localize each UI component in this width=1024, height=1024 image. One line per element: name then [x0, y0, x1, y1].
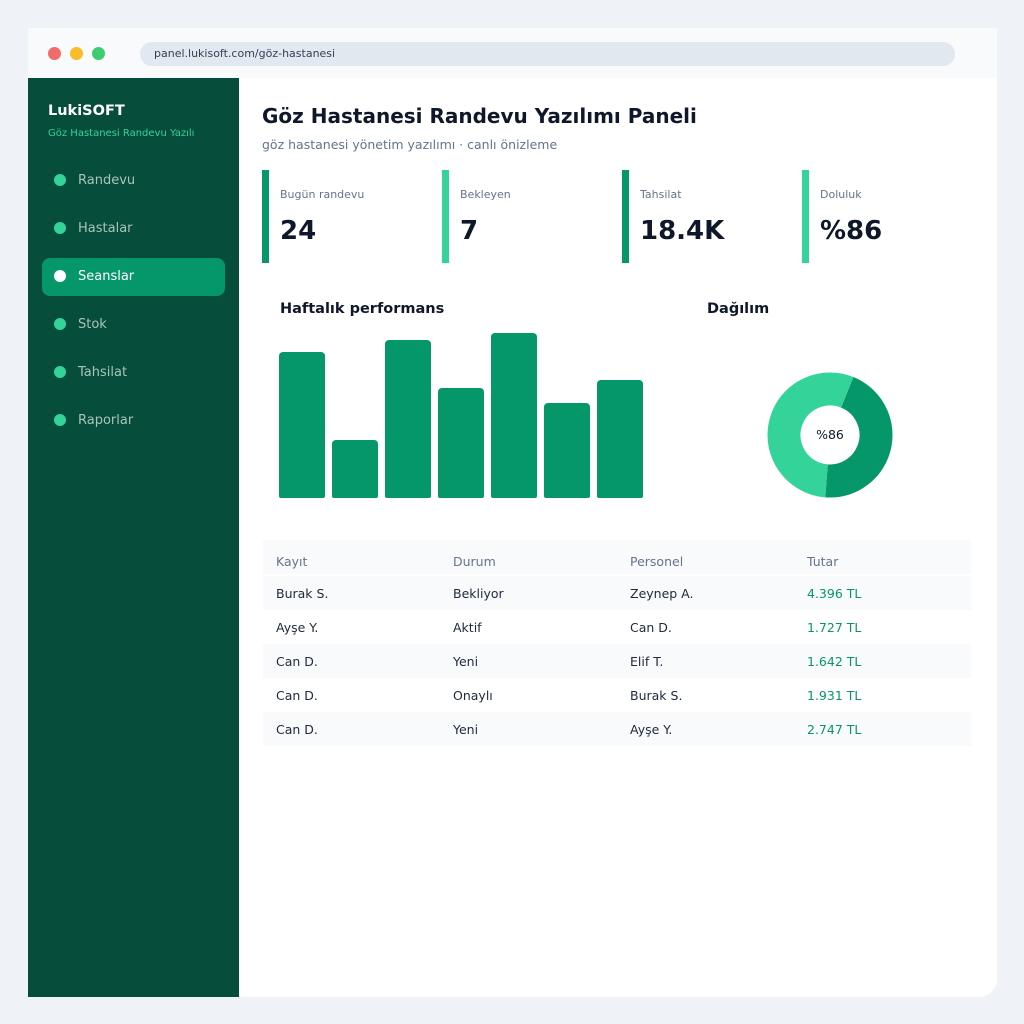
record-amount: 2.747 TL — [807, 722, 862, 737]
stat-label: Bugün randevu — [280, 188, 365, 201]
record-name: Can D. — [276, 688, 318, 703]
main-content: Göz Hastanesi Randevu Yazılımı Paneli gö… — [239, 78, 997, 997]
bar-5 — [491, 333, 537, 498]
column-header-kayit[interactable]: Kayıt — [276, 554, 308, 569]
stat-label: Bekleyen — [460, 188, 511, 201]
stat-value: %86 — [820, 216, 883, 246]
bar-4 — [438, 388, 484, 498]
stat-card-appointments: Bugün randevu 24 — [262, 170, 422, 263]
table-header: Kayıt Durum Personel Tutar — [263, 540, 971, 574]
sidebar-item-label: Stok — [78, 317, 107, 332]
sidebar-item-hastalar[interactable]: Hastalar — [42, 210, 225, 248]
stat-card-occupancy: Doluluk %86 — [802, 170, 962, 263]
sidebar-item-label: Raporlar — [78, 413, 134, 428]
record-staff: Can D. — [630, 620, 672, 635]
record-staff: Elif T. — [630, 654, 664, 669]
record-name: Burak S. — [276, 586, 329, 601]
stat-value: 18.4K — [640, 216, 725, 246]
column-header-durum[interactable]: Durum — [453, 554, 496, 569]
sidebar-item-tahsilat[interactable]: Tahsilat — [42, 354, 225, 392]
browser-titlebar: panel.lukisoft.com/göz-hastanesi — [28, 28, 997, 78]
records-table: Kayıt Durum Personel Tutar Burak S. Bekl… — [263, 540, 971, 746]
record-status: Yeni — [453, 654, 479, 669]
page-subtitle: göz hastanesi yönetim yazılımı · canlı ö… — [262, 137, 558, 152]
sidebar-item-label: Randevu — [78, 173, 136, 188]
donut-svg: %86 — [767, 372, 893, 498]
stat-label: Tahsilat — [640, 188, 682, 201]
sidebar-item-stok[interactable]: Stok — [42, 306, 225, 344]
record-status: Aktif — [453, 620, 482, 635]
record-staff: Zeynep A. — [630, 586, 694, 601]
sidebar-item-raporlar[interactable]: Raporlar — [42, 402, 225, 440]
weekly-performance-chart — [279, 333, 659, 498]
page-title: Göz Hastanesi Randevu Yazılımı Paneli — [262, 104, 697, 128]
app-window: panel.lukisoft.com/göz-hastanesi LukiSOF… — [28, 28, 997, 997]
maximize-window-button[interactable] — [92, 47, 105, 60]
record-name: Can D. — [276, 722, 318, 737]
sidebar-item-seanslar[interactable]: Seanslar — [42, 258, 225, 296]
record-status: Onaylı — [453, 688, 493, 703]
table-row[interactable]: Can D. Yeni Elif T. 1.642 TL — [263, 644, 971, 678]
table-row[interactable]: Burak S. Bekliyor Zeynep A. 4.396 TL — [263, 576, 971, 610]
bar-1 — [279, 352, 325, 498]
record-amount: 1.727 TL — [807, 620, 862, 635]
bullet-icon — [54, 414, 66, 426]
table-row[interactable]: Can D. Yeni Ayşe Y. 2.747 TL — [263, 712, 971, 746]
stat-value: 24 — [280, 216, 317, 246]
brand-subtitle: Göz Hastanesi Randevu Yazılı — [48, 128, 195, 139]
stat-value: 7 — [460, 216, 479, 246]
performance-chart-title: Haftalık performans — [280, 301, 445, 317]
record-amount: 4.396 TL — [807, 586, 862, 601]
distribution-chart-title: Dağılım — [707, 301, 770, 317]
stat-label: Doluluk — [820, 188, 862, 201]
bullet-icon — [54, 318, 66, 330]
distribution-donut-chart: %86 — [762, 367, 898, 503]
record-status: Yeni — [453, 722, 479, 737]
bullet-icon — [54, 366, 66, 378]
bullet-icon — [54, 222, 66, 234]
record-amount: 1.931 TL — [807, 688, 862, 703]
record-name: Ayşe Y. — [276, 620, 319, 635]
minimize-window-button[interactable] — [70, 47, 83, 60]
bar-7 — [597, 380, 643, 498]
donut-segment-1 — [767, 372, 893, 498]
address-bar[interactable]: panel.lukisoft.com/göz-hastanesi — [140, 42, 955, 66]
sidebar-item-randevu[interactable]: Randevu — [42, 162, 225, 200]
bar-2 — [332, 440, 378, 498]
sidebar-item-label: Seanslar — [78, 269, 135, 284]
column-header-personel[interactable]: Personel — [630, 554, 684, 569]
table-row[interactable]: Ayşe Y. Aktif Can D. 1.727 TL — [263, 610, 971, 644]
column-header-tutar[interactable]: Tutar — [807, 554, 839, 569]
record-name: Can D. — [276, 654, 318, 669]
close-window-button[interactable] — [48, 47, 61, 60]
donut-center-label: %86 — [816, 427, 844, 442]
bar-6 — [544, 403, 590, 498]
stat-card-pending: Bekleyen 7 — [442, 170, 602, 263]
sidebar: LukiSOFT Göz Hastanesi Randevu Yazılı Ra… — [28, 78, 239, 997]
bullet-icon — [54, 270, 66, 282]
brand-name: LukiSOFT — [48, 103, 125, 119]
stat-card-collection: Tahsilat 18.4K — [622, 170, 782, 263]
donut-hole — [801, 406, 859, 464]
bar-3 — [385, 340, 431, 498]
bullet-icon — [54, 174, 66, 186]
record-staff: Ayşe Y. — [630, 722, 673, 737]
sidebar-item-label: Tahsilat — [78, 365, 128, 380]
record-amount: 1.642 TL — [807, 654, 862, 669]
record-staff: Burak S. — [630, 688, 683, 703]
record-status: Bekliyor — [453, 586, 504, 601]
sidebar-item-label: Hastalar — [78, 221, 133, 236]
table-row[interactable]: Can D. Onaylı Burak S. 1.931 TL — [263, 678, 971, 712]
